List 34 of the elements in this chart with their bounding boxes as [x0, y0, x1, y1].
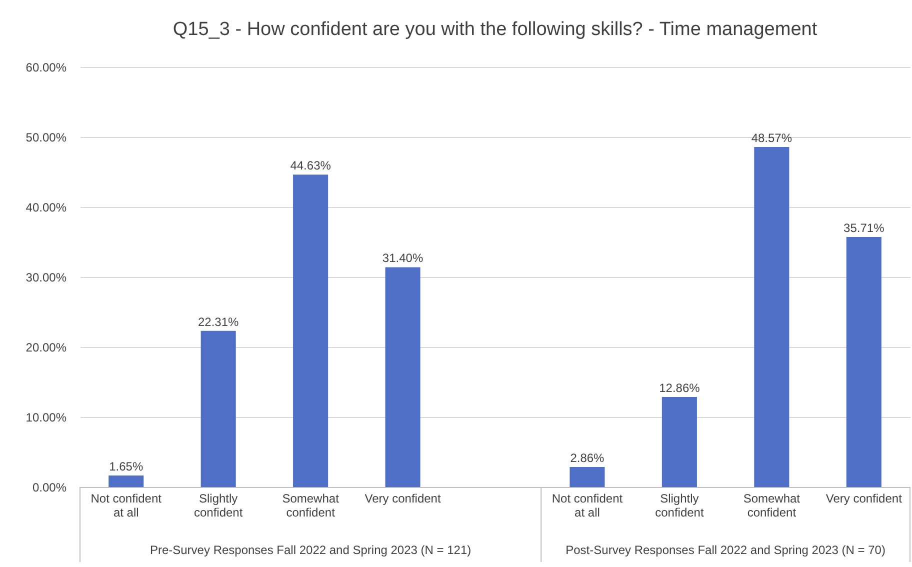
x-tick-label: Not confident at all: [552, 492, 624, 520]
x-tick-label: Not confident at all: [90, 492, 162, 520]
x-tick-label: Very confident: [826, 492, 903, 506]
data-label: 31.40%: [382, 251, 424, 266]
x-tick-label: Slightly confident: [655, 492, 704, 520]
bar: [662, 396, 697, 487]
text: Pre-Survey Responses Fall 2022 and Spring 2023 (N = 121): [150, 543, 472, 557]
data-label: 48.57%: [751, 131, 792, 146]
chart-title: Q15_3 - How confident are you with the following skills? - Time management: [172, 19, 818, 40]
text: Post-Survey Responses Fall 2022 and Spring 2023 (N = 70): [566, 543, 886, 557]
data-label: 12.86%: [659, 380, 700, 395]
y-tick-label: 50.00%: [26, 130, 67, 144]
x-tick-label: Very confident: [364, 492, 442, 506]
data-label: 2.86%: [570, 450, 605, 465]
x-tick-label: Somewhat confident: [282, 492, 340, 520]
y-tick-label: 60.00%: [26, 60, 67, 74]
y-tick-label: 20.00%: [26, 340, 67, 354]
bar: [385, 267, 420, 487]
y-tick-label: 10.00%: [26, 410, 67, 424]
y-tick-label: 0.00%: [32, 480, 67, 494]
data-label: 44.63%: [290, 158, 332, 173]
x-tick-label: Somewhat confident: [743, 492, 801, 520]
data-label: 35.71%: [844, 221, 885, 236]
data-label: 22.31%: [198, 314, 240, 329]
data-label: 1.65%: [109, 459, 144, 474]
bar: [754, 147, 790, 487]
bar: [846, 237, 882, 487]
x-tick-label: Slightly confident: [194, 492, 244, 520]
bar: [108, 475, 144, 487]
bar: [200, 330, 236, 487]
bar: [293, 174, 328, 487]
bar: [570, 466, 605, 487]
y-tick-label: 30.00%: [26, 270, 67, 284]
y-tick-label: 40.00%: [26, 200, 67, 214]
